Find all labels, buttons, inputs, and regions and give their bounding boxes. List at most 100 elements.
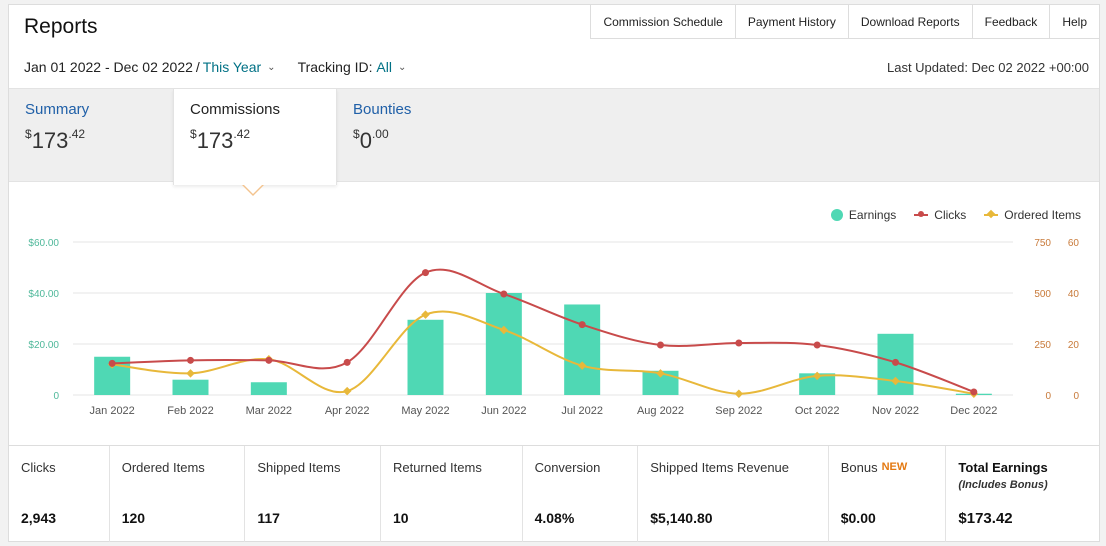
metric-bonus-label: Bonus NEW [840,460,908,475]
clicks-axis-tick: 500 [1034,289,1051,300]
metric-total-earnings: Total Earnings (Includes Bonus) $173.42 [946,446,1099,542]
legend-ordered-items-label: Ordered Items [1004,208,1081,222]
clicks-point [970,388,978,396]
metric-total-earnings-label: Total Earnings [958,460,1048,475]
feedback-link[interactable]: Feedback [971,5,1050,39]
ordered-items-swatch-icon [984,209,999,219]
ordered-axis-tick: 20 [1068,340,1080,351]
x-axis-label: Jun 2022 [481,405,526,417]
x-axis-label: Feb 2022 [167,405,213,417]
x-axis-label: May 2022 [401,405,449,417]
metric-conversion-label: Conversion [534,460,601,475]
legend-clicks[interactable]: Clicks [914,208,966,222]
clicks-axis-tick: 750 [1034,238,1051,249]
left-axis-tick: $40.00 [28,289,59,300]
metrics-row: Clicks 2,943 Ordered Items 120 Shipped I… [9,445,1099,542]
earnings-bar [407,319,444,395]
date-preset-dropdown[interactable]: This Year [202,59,262,75]
clicks-point [813,341,821,349]
x-axis-label: Nov 2022 [872,405,919,417]
metric-returned-items-label: Returned Items [392,460,482,475]
x-axis-label: Sep 2022 [715,405,762,417]
chevron-down-icon[interactable]: ⌄ [267,61,276,73]
tab-summary-value: $173.42 [25,127,86,153]
ordered-items-point [342,386,352,396]
ordered-items-point [734,389,744,398]
earnings-bar [172,379,209,395]
chevron-down-icon[interactable]: ⌄ [397,61,407,73]
top-nav: Commission Schedule Payment History Down… [590,5,1099,39]
ordered-items-point [186,369,195,378]
ordered-axis-tick: 60 [1068,238,1080,249]
tab-bounties-label: Bounties [353,101,412,118]
report-tabs: Summary $173.42 Commissions $173.42 Boun… [9,88,1099,185]
filter-bar: Jan 01 2022 - Dec 02 2022 / This Year ⌄ … [24,59,428,75]
clicks-line [112,268,975,393]
tracking-id-label: Tracking ID: [297,59,373,75]
clicks-point [500,290,508,298]
metric-returned-items-value: 10 [392,510,409,526]
legend-earnings[interactable]: Earnings [830,208,897,222]
ordered-axis-tick: 0 [1073,391,1079,402]
legend-clicks-label: Clicks [934,208,967,222]
x-axis-label: Aug 2022 [637,405,684,417]
tab-summary[interactable]: Summary $173.42 [9,89,173,181]
metric-total-earnings-sublabel: (Includes Bonus) [958,479,1048,491]
commission-schedule-link[interactable]: Commission Schedule [590,5,735,39]
active-tab-pointer [242,184,264,196]
commissions-chart: 0 0 0 $20.00 250 20 $40.00 500 40 $60.00 750 60 Jan … [28,238,1080,417]
tab-commissions-value: $173.42 [190,127,251,153]
left-axis-tick: 0 [53,391,59,402]
x-axis-label: Jan 2022 [90,405,135,417]
ordered-items-point [812,371,822,381]
left-axis-tick: $60.00 [28,238,59,249]
x-axis-label: Dec 2022 [950,405,997,417]
metric-shipped-items: Shipped Items 117 [245,446,381,542]
metric-returned-items: Returned Items 10 [381,446,523,542]
tab-commissions-label: Commissions [190,101,281,118]
payment-history-link[interactable]: Payment History [734,5,848,39]
clicks-point [578,321,586,329]
left-axis-tick: $20.00 [28,340,59,351]
clicks-axis-tick: 0 [1045,391,1051,402]
clicks-point [343,358,351,366]
tab-summary-label: Summary [25,101,90,118]
metric-shipped-items-value: 117 [257,510,280,526]
earnings-swatch-icon [830,209,843,221]
metric-conversion-value: 4.08% [534,510,575,526]
metric-ordered-items-value: 120 [121,510,146,526]
ordered-items-point [499,325,509,335]
metric-shipped-items-label: Shipped Items [257,460,341,475]
metric-shipped-revenue: Shipped Items Revenue $5,140.80 [638,446,829,542]
x-axis-label: Mar 2022 [246,405,292,417]
metric-conversion: Conversion 4.08% [523,446,639,542]
metric-shipped-revenue-value: $5,140.80 [650,510,713,526]
date-range-text: Jan 01 2022 - Dec 02 2022 [24,59,193,75]
tab-bounties[interactable]: Bounties $0.00 [337,89,501,181]
metric-bonus: Bonus NEW $0.00 [829,446,947,542]
clicks-point [892,358,899,366]
clicks-point [735,339,743,347]
download-reports-link[interactable]: Download Reports [847,5,972,39]
help-link[interactable]: Help [1049,5,1099,39]
tab-bounties-value: $0.00 [353,127,389,153]
clicks-point [422,269,429,277]
metric-total-earnings-value: $173.42 [958,510,1013,527]
clicks-point [265,356,273,364]
clicks-axis-tick: 250 [1034,340,1051,351]
legend-earnings-label: Earnings [848,208,897,222]
legend-ordered-items[interactable]: Ordered Items [984,208,1081,222]
x-axis-label: Apr 2022 [325,405,370,417]
new-badge: NEW [881,461,908,473]
date-separator: / [195,59,200,75]
clicks-point [108,359,116,367]
metric-clicks-label: Clicks [21,460,56,475]
earnings-bar [485,293,522,395]
earnings-bar [564,304,601,395]
reports-panel: Reports Commission Schedule Payment Hist… [8,4,1100,542]
tab-commissions[interactable]: Commissions $173.42 [173,89,337,185]
clicks-swatch-icon [914,211,929,217]
metric-clicks: Clicks 2,943 [9,446,110,542]
tracking-id-dropdown[interactable]: All [376,59,392,75]
last-updated-text: Last Updated: Dec 02 2022 +00:00 [886,60,1089,75]
